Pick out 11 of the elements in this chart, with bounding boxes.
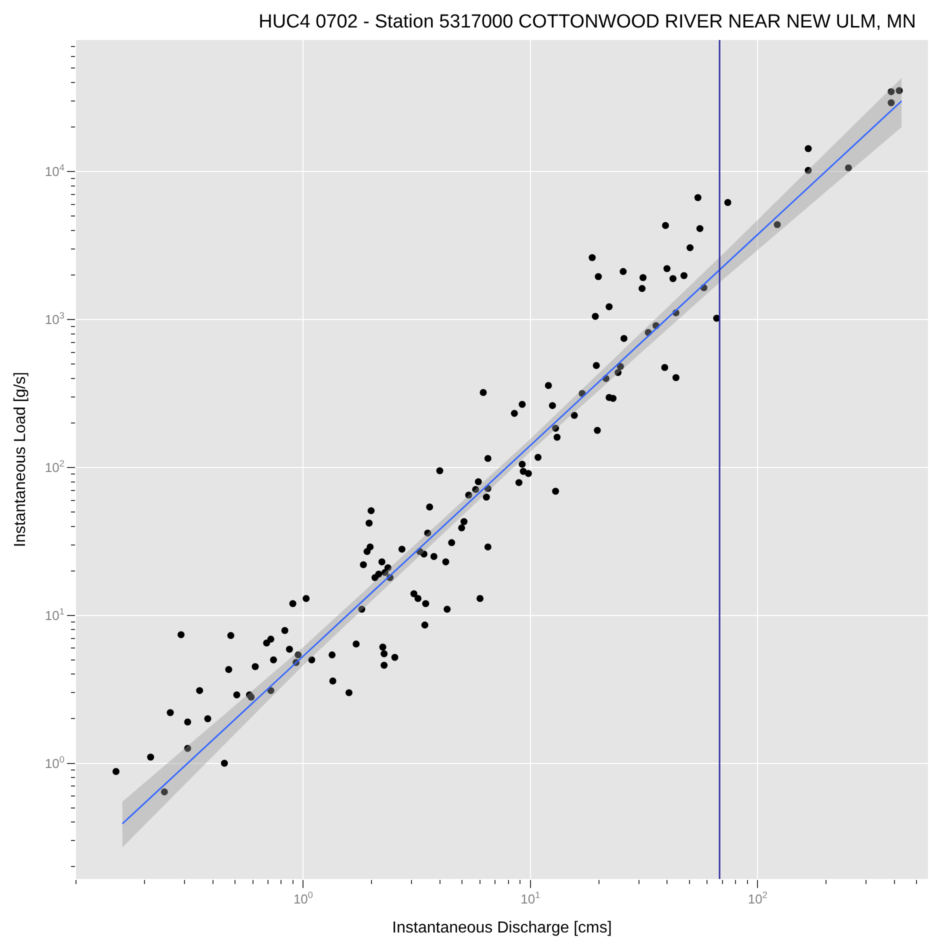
y-tick-label: 10$^{0}$ <box>44 754 64 771</box>
y-tick-label: 10$^{3}$ <box>44 310 64 328</box>
y-tick-label: 10$^{2}$ <box>44 458 64 475</box>
x-tick-label: 10$^{0}$ <box>293 890 313 907</box>
x-tick-label: 10$^{1}$ <box>520 890 540 907</box>
x-axis-title: Instantaneous Discharge [cms] <box>392 919 612 936</box>
chart-title: HUC4 0702 - Station 5317000 COTTONWOOD RIVER NEAR NEW ULM, MN <box>258 11 916 32</box>
y-tick-label: 10$^{1}$ <box>44 606 64 623</box>
y-tick-label: 10$^{4}$ <box>44 162 64 180</box>
y-axis-title: Instantaneous Load [g/s] <box>12 372 29 548</box>
x-tick-label: 10$^{2}$ <box>748 890 768 907</box>
